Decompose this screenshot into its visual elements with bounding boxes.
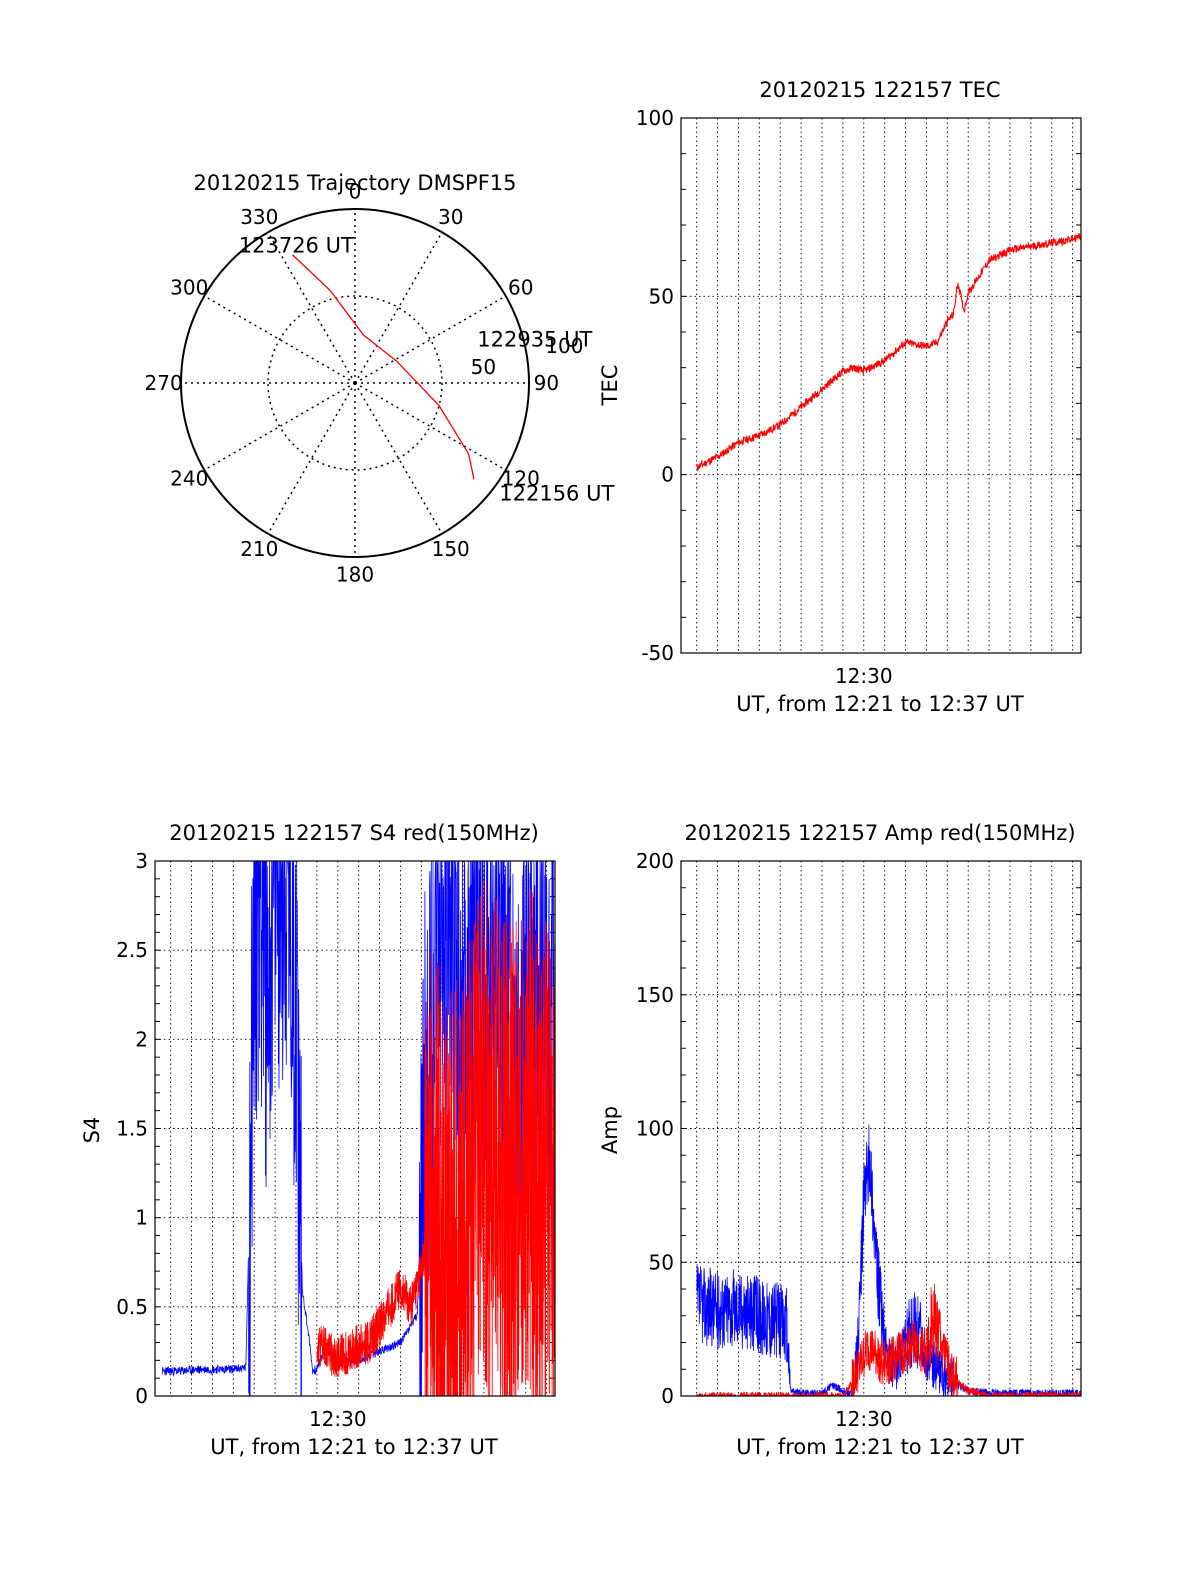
polar-angle-label: 330: [240, 205, 278, 229]
y-tick-label: 3: [135, 849, 148, 873]
polar-spoke-210: [267, 382, 356, 535]
polar-angle-labels: 0 30 60 90 120 150 180 210 240 270 300 330: [145, 180, 560, 587]
polar-spoke-330: [267, 231, 356, 384]
trajectory-title: 20120215 Trajectory DMSPF15: [193, 171, 516, 195]
amp-y-axis-label: Amp: [598, 1106, 622, 1154]
tec-title: 20120215 122157 TEC: [759, 78, 1000, 102]
tec-plot-frame: [680, 117, 1082, 654]
polar-angle-label: 270: [145, 371, 183, 395]
y-tick-label: 1.5: [116, 1117, 148, 1141]
s4-x-axis-label: UT, from 12:21 to 12:37 UT: [210, 1435, 498, 1459]
y-tick-label: 2.5: [116, 938, 148, 962]
track-label-mid: 122935 UT: [477, 327, 592, 351]
amp-plot-frame: [680, 860, 1082, 1397]
s4-y-axis-label: S4: [80, 1117, 104, 1144]
y-tick-label: 150: [636, 983, 674, 1007]
y-tick-label: -50: [641, 641, 674, 665]
track-label-end: 123726 UT: [239, 234, 354, 258]
s4-plot-frame: [154, 860, 556, 1397]
tec-y-tick-labels: -50 0 50 100: [636, 106, 674, 665]
polar-angle-label: 90: [534, 371, 559, 395]
polar-angle-label: 120: [502, 467, 540, 491]
polar-spoke-120: [354, 382, 507, 471]
radial-tick-label-100: 100: [545, 334, 583, 358]
y-tick-label: 0.5: [116, 1295, 148, 1319]
amp-x-tick-label: 12:30: [835, 1407, 893, 1431]
polar-angle-label: 300: [170, 275, 208, 299]
y-tick-label: 2: [135, 1027, 148, 1051]
polar-angle-label: 210: [240, 537, 278, 561]
amp-y-tick-labels: 0 50 100 150 200: [636, 849, 674, 1408]
tec-x-tick-label: 12:30: [835, 664, 893, 688]
s4-title: 20120215 122157 S4 red(150MHz): [169, 821, 539, 845]
y-tick-label: 0: [661, 463, 674, 487]
s4-series: [161, 860, 556, 1397]
polar-spoke-240: [203, 382, 356, 471]
s4-x-tick-label: 12:30: [309, 1407, 367, 1431]
radial-tick-label-50: 50: [471, 355, 496, 379]
polar-angle-label: 150: [432, 537, 470, 561]
amp-plot: 20120215 122157 Amp red(150MHz) 0 50 100 15…: [598, 821, 1082, 1459]
panel-s4-series-1-line: [316, 882, 556, 1397]
amp-series: [696, 1124, 1082, 1398]
polar-angle-label: 240: [170, 467, 208, 491]
y-tick-label: 50: [649, 1250, 674, 1274]
polar-spoke-60: [354, 295, 507, 384]
polar-spokes: [181, 209, 529, 557]
y-tick-label: 100: [636, 106, 674, 130]
panel-tec-series-0-line: [696, 232, 1082, 472]
polar-angle-label: 60: [508, 275, 533, 299]
polar-spoke-300: [203, 295, 356, 384]
polar-spoke-150: [354, 382, 443, 535]
trajectory-polar-plot: 20120215 Trajectory DMSPF15 0 30 60 90 120 15…: [145, 171, 615, 586]
s4-y-tick-labels: 0 0.5 1 1.5 2 2.5 3: [116, 849, 148, 1408]
amp-x-axis-label: UT, from 12:21 to 12:37 UT: [736, 1435, 1024, 1459]
polar-angle-label: 30: [438, 205, 463, 229]
amp-minor-ticks: [681, 860, 1081, 1397]
tec-plot: 20120215 122157 TEC -50 0 50 100 12:30 UT, …: [598, 78, 1082, 716]
polar-grid-ring: [267, 295, 443, 471]
satellite-track-line: [292, 254, 475, 480]
tec-y-axis-label: TEC: [598, 365, 622, 407]
s4-plot: 20120215 122157 S4 red(150MHz) 0 0.5 1 1.5 2…: [80, 821, 556, 1459]
y-tick-label: 0: [661, 1384, 674, 1408]
y-tick-label: 0: [135, 1384, 148, 1408]
tec-grid: [681, 118, 1081, 653]
polar-angle-label: 0: [349, 180, 362, 204]
amp-title: 20120215 122157 Amp red(150MHz): [684, 821, 1075, 845]
y-tick-label: 200: [636, 849, 674, 873]
y-tick-label: 50: [649, 284, 674, 308]
track-label-start: 122156 UT: [499, 481, 614, 505]
y-tick-label: 1: [135, 1206, 148, 1230]
tec-minor-ticks: [681, 117, 1081, 654]
polar-outer-ring: [180, 208, 530, 558]
polar-spoke-30: [354, 231, 443, 384]
tec-x-axis-label: UT, from 12:21 to 12:37 UT: [736, 692, 1024, 716]
polar-angle-label: 180: [336, 562, 374, 586]
y-tick-label: 100: [636, 1117, 674, 1141]
tec-series: [696, 232, 1082, 472]
